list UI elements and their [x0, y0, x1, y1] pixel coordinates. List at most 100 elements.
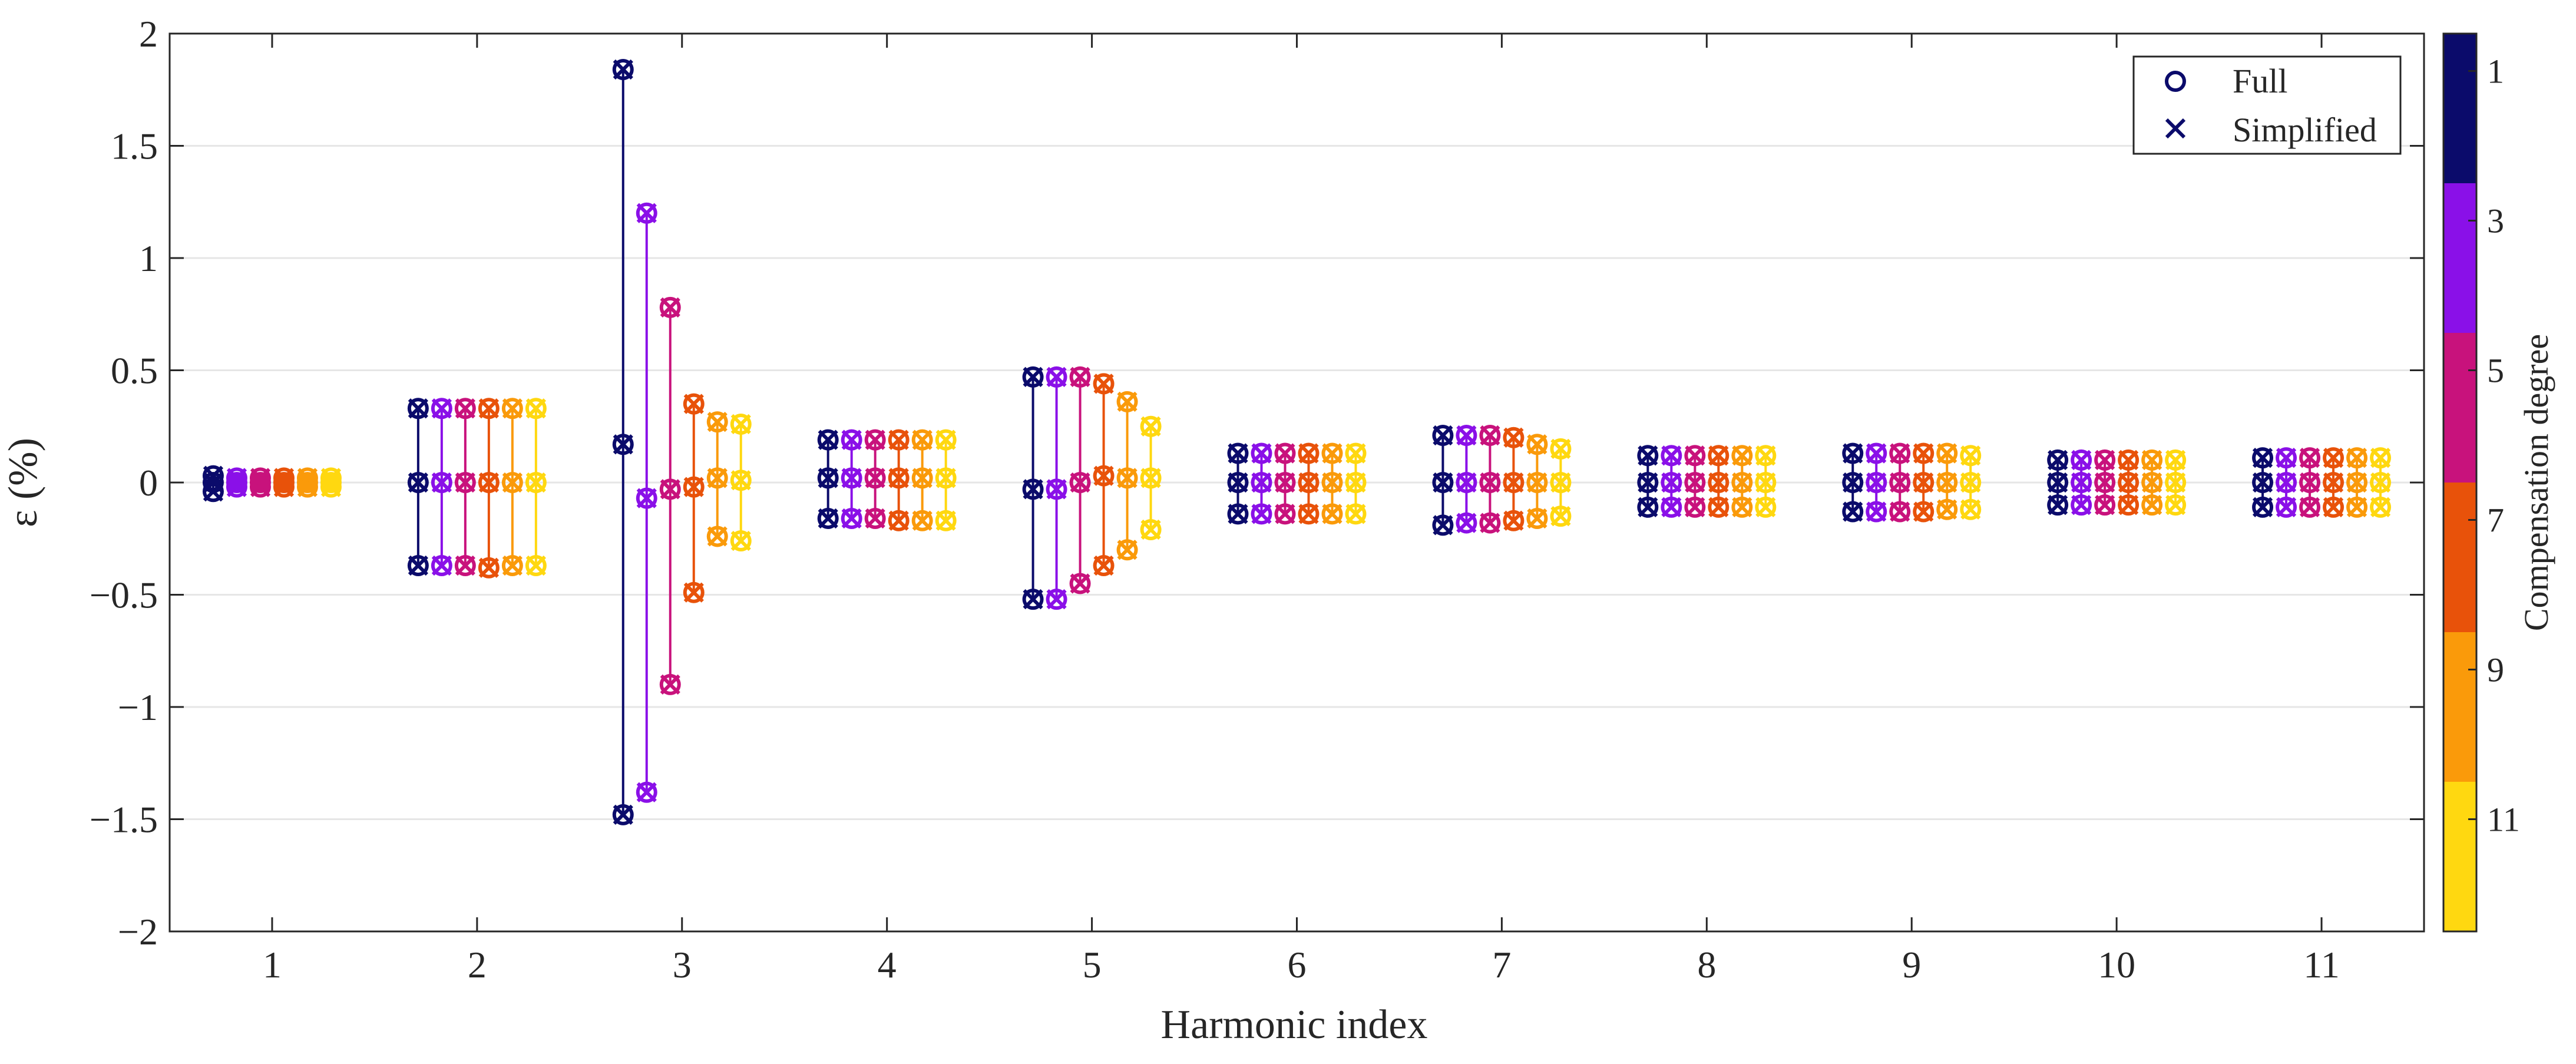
full-marker [1936, 498, 1958, 520]
simplified-marker [408, 555, 428, 576]
full-marker [2094, 472, 2116, 493]
simplified-marker [1503, 427, 1524, 448]
simplified-marker [1527, 434, 1547, 455]
simplified-marker [2323, 472, 2344, 493]
full-marker [659, 296, 681, 318]
simplified-marker [2142, 450, 2162, 471]
full-marker [935, 510, 957, 531]
full-marker [1708, 472, 1730, 493]
colorbar-label: Compensation degree [2517, 334, 2555, 631]
full-marker [1227, 472, 1249, 493]
full-marker [1069, 472, 1091, 493]
full-marker [1936, 442, 1958, 464]
full-marker [612, 434, 634, 455]
simplified-marker [502, 398, 523, 419]
simplified-marker [1117, 468, 1137, 488]
simplified-marker [1140, 416, 1161, 437]
full-marker [841, 429, 862, 451]
full-marker [636, 487, 657, 509]
simplified-marker [1685, 497, 1705, 518]
simplified-marker [1456, 425, 1477, 446]
simplified-marker [1685, 445, 1705, 466]
x-tick-label: 7 [1492, 944, 1511, 986]
simplified-marker [502, 472, 523, 493]
simplified-marker [1550, 472, 1571, 493]
full-marker [2276, 472, 2297, 493]
full-marker [1345, 472, 1367, 493]
simplified-marker [1685, 472, 1705, 493]
full-marker [683, 581, 705, 603]
simplified-marker [2370, 497, 2391, 518]
simplified-marker [1093, 555, 1114, 576]
colorbar-segment [2443, 483, 2476, 632]
full-marker [1321, 503, 1343, 525]
legend-full-label: Full [2233, 62, 2288, 100]
full-marker [864, 429, 886, 451]
simplified-marker [1251, 504, 1272, 524]
simplified-marker [1322, 443, 1342, 464]
y-tick-label: 0.5 [111, 350, 158, 392]
simplified-marker [1866, 501, 1887, 522]
colorbar-border [2442, 32, 2478, 933]
full-marker [1321, 442, 1343, 464]
simplified-marker [1070, 573, 1090, 594]
colorbar-segment [2443, 183, 2476, 333]
full-marker [2370, 472, 2392, 493]
simplified-marker [525, 398, 546, 419]
simplified-marker [2370, 472, 2391, 493]
full-marker [2276, 447, 2297, 469]
simplified-marker [1140, 519, 1161, 540]
full-marker [273, 467, 295, 489]
full-marker [454, 398, 476, 419]
full-marker [501, 472, 523, 493]
x-axis-label: Harmonic index [1161, 1002, 1428, 1048]
simplified-marker [1708, 497, 1729, 518]
simplified-marker [1046, 366, 1067, 388]
simplified-marker [1638, 445, 1658, 466]
simplified-marker [1480, 513, 1500, 533]
colorbar: 1 3 5 7 9 11 [2442, 32, 2520, 933]
simplified-marker [320, 472, 342, 493]
simplified-marker [912, 468, 932, 488]
colorbar-segment [2443, 632, 2476, 782]
data-layer [202, 58, 2392, 825]
full-marker [1022, 589, 1044, 610]
full-marker [1298, 442, 1320, 464]
simplified-marker [730, 414, 751, 435]
simplified-marker [1298, 504, 1319, 524]
axis-layer: −2 −1.5 −1 −0.5 0 0.5 1 1.5 2 1 2 3 4 5 6 7 8 9 10 11 [90, 13, 2424, 986]
legend-x-icon [2165, 118, 2186, 139]
full-marker [1708, 445, 1730, 467]
full-marker [1960, 445, 1982, 467]
simplified-marker [1046, 589, 1067, 610]
simplified-marker [707, 412, 728, 432]
full-marker [1274, 503, 1296, 525]
y-tick-label: 0 [139, 462, 158, 504]
simplified-marker [707, 468, 728, 488]
simplified-marker [2118, 494, 2139, 516]
full-marker [683, 393, 705, 415]
simplified-marker [1345, 443, 1366, 464]
full-marker [1456, 472, 1477, 493]
simplified-marker [1866, 472, 1887, 493]
simplified-marker [226, 468, 247, 488]
simplified-marker [2370, 447, 2391, 468]
full-marker [2141, 472, 2163, 493]
simplified-marker [525, 472, 546, 493]
simplified-marker [1456, 513, 1477, 533]
simplified-marker [1550, 506, 1571, 527]
full-marker [226, 467, 247, 489]
full-marker [1345, 503, 1367, 525]
simplified-marker [730, 470, 751, 491]
simplified-marker [1732, 497, 1752, 518]
full-marker [2141, 449, 2163, 471]
x-tick-label: 11 [2303, 944, 2340, 986]
simplified-marker [2165, 472, 2186, 493]
full-marker [1913, 472, 1935, 493]
simplified-marker [1023, 366, 1043, 388]
full-marker [636, 781, 657, 803]
simplified-marker [2346, 472, 2367, 493]
simplified-marker [660, 297, 680, 318]
full-marker [1936, 472, 1958, 493]
